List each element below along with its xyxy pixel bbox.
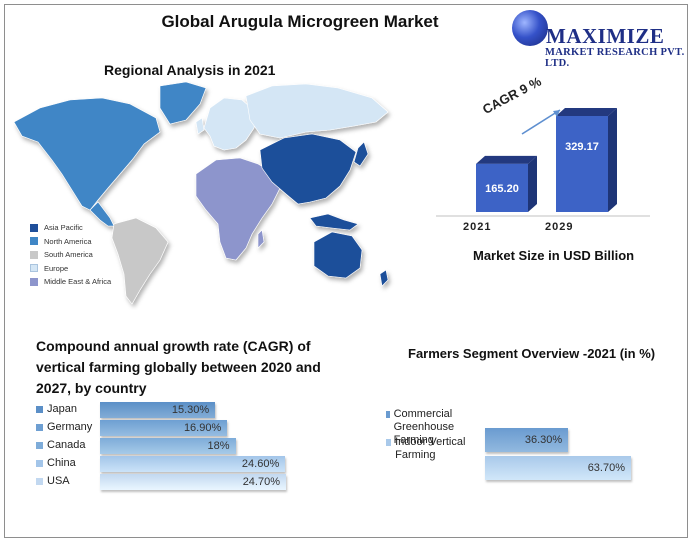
bar-usa — [100, 474, 286, 490]
category-text: Canada — [47, 439, 86, 451]
japan-region — [353, 141, 369, 167]
bar-commercial-greenhouse-farming — [485, 428, 569, 452]
year-tick-label: 2029 — [545, 221, 574, 233]
legend-swatch — [386, 411, 390, 418]
new-zealand-region — [379, 269, 389, 287]
legend-item-middle-east-africa: Middle East & Africa — [30, 275, 111, 289]
legend-item-asia-pacific: Asia Pacific — [30, 221, 111, 235]
world-map — [13, 81, 389, 305]
legend-swatch — [36, 405, 43, 413]
legend-swatch — [36, 423, 43, 431]
cagr-arrow — [521, 109, 561, 135]
north-america-region — [13, 97, 161, 211]
globe-logo-icon — [512, 10, 548, 46]
map-legend: Asia Pacific North America South America… — [30, 221, 111, 289]
bar-value-label: 63.70% — [587, 461, 625, 474]
map-title: Regional Analysis in 2021 — [104, 62, 276, 78]
cagr-country-chart: Japan 15.30% Germany 16.90% Canada 18% China 24… — [36, 402, 306, 494]
bar-value-label: 24.70% — [242, 475, 280, 488]
bar-value-label: 18% — [207, 439, 230, 452]
legend-item-europe: Europe — [30, 262, 111, 276]
bar-value-label: 15.30% — [171, 403, 210, 416]
category-text: Indoor Vertical Farming — [395, 436, 466, 461]
legend-label: Asia Pacific — [44, 223, 83, 233]
bar-china — [100, 456, 286, 472]
madagascar-region — [257, 229, 265, 249]
legend-swatch — [30, 264, 38, 273]
bar-category-label: China — [36, 457, 100, 469]
legend-swatch — [30, 250, 38, 259]
bar-canada — [100, 438, 236, 454]
category-text: China — [47, 457, 76, 469]
market-size-chart: 165.20 329.17 — [436, 108, 650, 217]
bar-value-label: 16.90% — [183, 421, 222, 434]
bar-japan — [100, 402, 216, 418]
logo-name: MAXIMIZE — [546, 24, 665, 48]
bar-category-label: Canada — [36, 439, 100, 451]
bar-category-label: USA — [36, 475, 100, 487]
bar-germany — [100, 420, 228, 436]
category-text: USA — [47, 475, 70, 487]
south-america-region — [111, 217, 169, 305]
bar-value-label: 329.17 — [565, 141, 599, 153]
bar-indoor-vertical-farming — [485, 456, 631, 480]
bar-category-label: Commercial Greenhouse Farming — [386, 408, 478, 447]
legend-swatch — [36, 441, 43, 449]
uk-region — [195, 117, 205, 135]
bar-category-label: Japan — [36, 403, 100, 415]
indonesia-region — [309, 213, 359, 231]
middle-east-africa-region — [195, 157, 281, 261]
legend-swatch — [30, 237, 38, 246]
australia-region — [313, 231, 363, 279]
category-text: Commercial Greenhouse Farming — [393, 408, 455, 446]
bar-value-label: 165.20 — [485, 183, 519, 195]
market-bar-2029: 329.17 — [556, 108, 617, 212]
farmers-chart-title: Farmers Segment Overview -2021 (in %) — [408, 346, 656, 361]
page-title: Global Arugula Microgreen Market — [161, 12, 439, 31]
greenland-region — [159, 81, 207, 125]
bar-value-label: 36.30% — [524, 433, 563, 446]
bar-value-label: 24.60% — [241, 457, 280, 470]
asia-pacific-region — [259, 133, 357, 205]
legend-swatch — [30, 223, 38, 232]
legend-item-north-america: North America — [30, 235, 111, 249]
bar-category-label: Germany — [36, 421, 100, 433]
russia-region — [245, 83, 389, 139]
bar-category-label: Indoor Vertical Farming — [386, 436, 478, 462]
legend-swatch — [30, 277, 38, 286]
infographic-frame — [4, 4, 688, 538]
legend-swatch — [36, 459, 43, 467]
central-america-region — [89, 201, 115, 227]
farmers-segment-chart: Commercial Greenhouse Farming 36.30% Indoo… — [386, 408, 646, 484]
europe-region — [203, 97, 257, 151]
legend-swatch — [386, 439, 392, 446]
legend-label: Europe — [44, 263, 69, 273]
category-text: Japan — [47, 403, 77, 415]
year-tick-label: 2021 — [463, 221, 492, 233]
legend-label: Middle East & Africa — [44, 277, 112, 287]
legend-swatch — [36, 477, 43, 485]
cagr-chart-title: Compound annual growth rate (CAGR) of ve… — [36, 338, 321, 396]
legend-label: South America — [44, 250, 93, 260]
legend-label: North America — [44, 236, 92, 246]
market-bar-2021: 165.20 — [476, 155, 537, 212]
legend-item-south-america: South America — [30, 248, 111, 262]
logo-subtitle: MARKET RESEARCH PVT. LTD. — [545, 47, 685, 69]
category-text: Germany — [47, 421, 93, 433]
market-size-axis-label: Market Size in USD Billion — [473, 248, 635, 263]
